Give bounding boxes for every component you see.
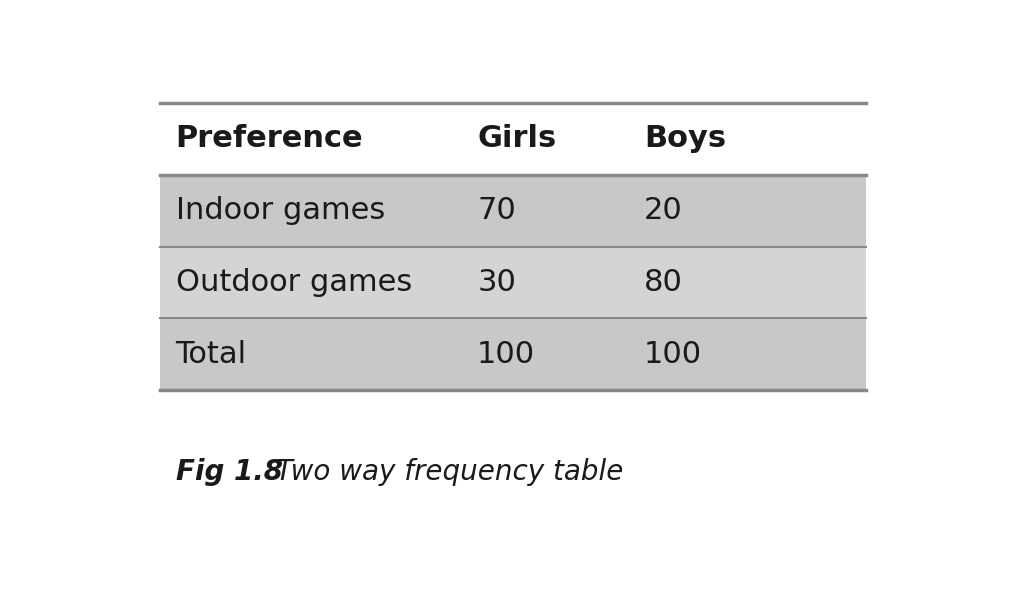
Text: Indoor games: Indoor games — [176, 196, 385, 225]
Text: 100: 100 — [644, 340, 702, 369]
Text: Outdoor games: Outdoor games — [176, 268, 412, 297]
Text: Fig 1.8: Fig 1.8 — [176, 458, 283, 486]
Bar — [160, 318, 866, 390]
Text: Preference: Preference — [176, 124, 364, 153]
Text: Two way frequency table: Two way frequency table — [267, 458, 624, 486]
Bar — [160, 175, 866, 246]
Text: Total: Total — [176, 340, 247, 369]
Text: 20: 20 — [644, 196, 683, 225]
Text: Girls: Girls — [477, 124, 556, 153]
Text: 80: 80 — [644, 268, 683, 297]
Bar — [160, 103, 866, 175]
Text: 30: 30 — [477, 268, 516, 297]
Text: Boys: Boys — [644, 124, 726, 153]
Text: 70: 70 — [477, 196, 516, 225]
Text: 100: 100 — [477, 340, 536, 369]
Bar — [160, 246, 866, 318]
